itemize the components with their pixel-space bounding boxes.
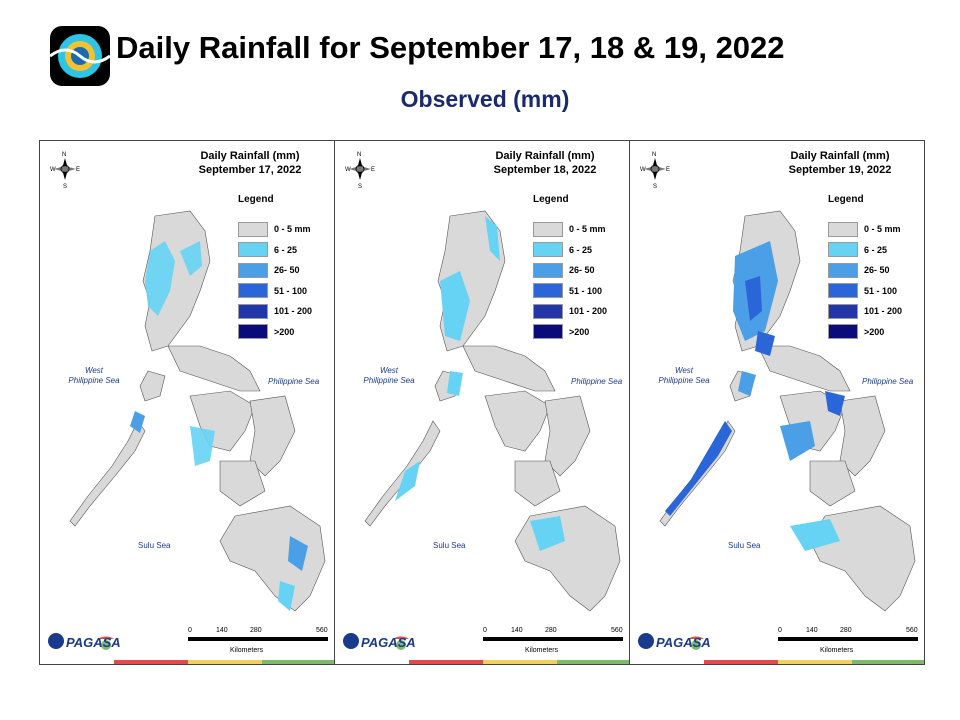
pagasa-logo: PAGASA — [341, 621, 416, 657]
sea-label-sulu: Sulu Sea — [138, 541, 171, 550]
legend-swatch — [238, 221, 268, 237]
sea-label-east: Philippine Sea — [268, 377, 320, 386]
sea-label-west: West Philippine Sea — [68, 366, 120, 385]
sea-label-east: Philippine Sea — [571, 377, 623, 386]
legend-item: 51 - 100 — [238, 281, 312, 302]
map-panel-sep17: N W E S Daily Rainfall (mm) September 17… — [40, 141, 335, 664]
legend-swatch — [238, 262, 268, 278]
sea-label-sulu: Sulu Sea — [728, 541, 761, 550]
panel-title: Daily Rainfall (mm) September 17, 2022 — [190, 149, 310, 177]
svg-text:N: N — [652, 152, 656, 158]
legend-item: 6 - 25 — [533, 240, 607, 261]
map-panel-sep19: N W E S Daily Rainfall (mm) September 19… — [630, 141, 924, 664]
compass-n: N — [62, 152, 66, 158]
pagasa-logo: PAGASA — [636, 621, 711, 657]
panel-title: Daily Rainfall (mm) September 19, 2022 — [780, 149, 900, 177]
svg-text:S: S — [653, 184, 657, 189]
legend-item: 26- 50 — [238, 260, 312, 281]
sea-label-west: West Philippine Sea — [363, 366, 415, 385]
legend-item: 26- 50 — [533, 260, 607, 281]
scale-bar: 0 140 280 560 Kilometers — [188, 627, 328, 654]
panel-title-date: September 19, 2022 — [788, 164, 892, 176]
legend-item: 101 - 200 — [533, 301, 607, 322]
map-panels: N W E S Daily Rainfall (mm) September 17… — [39, 140, 925, 665]
svg-text:E: E — [371, 167, 375, 173]
north-arrow-icon: N W E S — [345, 152, 375, 189]
legend-item: 51 - 100 — [533, 281, 607, 302]
scale-bar: 0 140 280 560 Kilometers — [778, 627, 918, 654]
panel-title-line1: Daily Rainfall (mm) — [495, 150, 595, 162]
sea-label-east: Philippine Sea — [862, 377, 914, 386]
legend-item: 26- 50 — [828, 260, 902, 281]
legend-item: 0 - 5 mm — [828, 219, 902, 240]
philippines-rainfall-map — [364, 210, 621, 612]
legend: 0 - 5 mm 6 - 25 26- 50 51 - 100 101 - 20… — [533, 219, 607, 342]
map-panel-sep18: N W E S Daily Rainfall (mm) September 18… — [335, 141, 630, 664]
legend-item: >200 — [238, 322, 312, 343]
legend-swatch — [238, 242, 268, 258]
svg-text:W: W — [50, 167, 56, 173]
panel-title-line1: Daily Rainfall (mm) — [790, 150, 890, 162]
scale-bar: 0 140 280 560 Kilometers — [483, 627, 623, 654]
north-arrow-icon: N W E S — [640, 152, 670, 189]
legend-swatch — [238, 283, 268, 299]
svg-text:N: N — [357, 152, 361, 158]
philippines-rainfall-map — [659, 210, 916, 612]
legend-item: 101 - 200 — [828, 301, 902, 322]
sea-label-sulu: Sulu Sea — [433, 541, 466, 550]
svg-text:W: W — [640, 167, 646, 173]
north-arrow-icon: N W E S — [50, 152, 80, 189]
legend: 0 - 5 mm 6 - 25 26- 50 51 - 100 101 - 20… — [828, 219, 902, 342]
pagasa-logo: PAGASA — [46, 621, 121, 657]
panel-title-date: September 18, 2022 — [493, 164, 597, 176]
panel-title: Daily Rainfall (mm) September 18, 2022 — [485, 149, 605, 177]
page-title: Daily Rainfall for September 17, 18 & 19… — [116, 30, 785, 65]
legend-item: 6 - 25 — [828, 240, 902, 261]
svg-text:W: W — [345, 167, 351, 173]
svg-text:S: S — [63, 184, 67, 189]
legend-item: >200 — [533, 322, 607, 343]
panel-title-date: September 17, 2022 — [198, 164, 302, 176]
sea-label-west: West Philippine Sea — [658, 366, 710, 385]
pagasa-seal-logo — [49, 26, 111, 86]
legend-swatch — [238, 303, 268, 319]
svg-text:E: E — [666, 167, 670, 173]
legend-item: 101 - 200 — [238, 301, 312, 322]
svg-text:S: S — [358, 184, 362, 189]
legend-item: 0 - 5 mm — [533, 219, 607, 240]
legend: 0 - 5 mm 6 - 25 26- 50 51 - 100 101 - 20… — [238, 219, 312, 342]
panel-title-line1: Daily Rainfall (mm) — [200, 150, 300, 162]
philippines-rainfall-map — [69, 210, 326, 612]
legend-item: 0 - 5 mm — [238, 219, 312, 240]
svg-text:E: E — [76, 167, 80, 173]
legend-item: >200 — [828, 322, 902, 343]
legend-title: Legend — [828, 194, 864, 205]
legend-swatch — [238, 324, 268, 340]
legend-item: 6 - 25 — [238, 240, 312, 261]
legend-title: Legend — [238, 194, 274, 205]
page-subtitle: Observed (mm) — [400, 86, 570, 112]
legend-title: Legend — [533, 194, 569, 205]
legend-item: 51 - 100 — [828, 281, 902, 302]
